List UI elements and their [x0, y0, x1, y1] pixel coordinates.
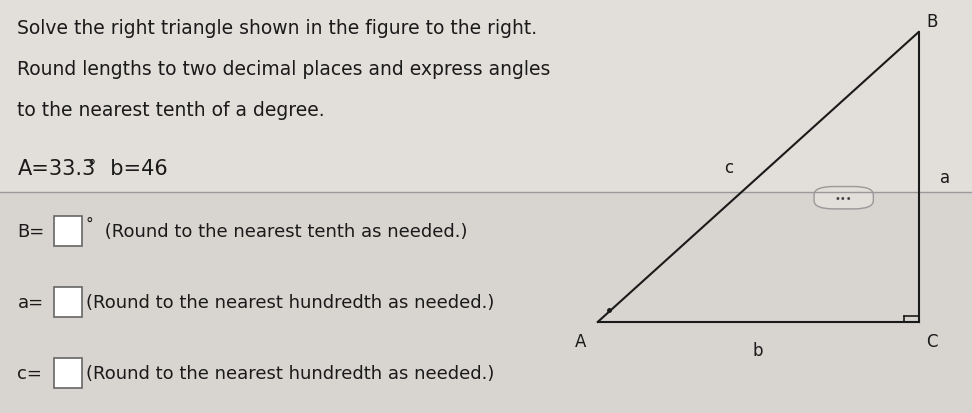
- Text: C: C: [926, 332, 938, 350]
- Text: c: c: [724, 158, 734, 176]
- Bar: [54, 287, 82, 317]
- Text: to the nearest tenth of a degree.: to the nearest tenth of a degree.: [17, 101, 325, 120]
- Text: a: a: [940, 169, 950, 187]
- Bar: [0, 192, 972, 413]
- Text: A=33.3: A=33.3: [17, 159, 96, 179]
- Text: Round lengths to two decimal places and express angles: Round lengths to two decimal places and …: [17, 60, 551, 79]
- Bar: [0, 0, 972, 192]
- Text: A: A: [574, 332, 586, 350]
- Text: (Round to the nearest hundredth as needed.): (Round to the nearest hundredth as neede…: [86, 364, 494, 382]
- Text: •••: •••: [835, 193, 852, 203]
- Bar: [54, 217, 82, 247]
- Bar: [54, 358, 82, 388]
- Text: Solve the right triangle shown in the figure to the right.: Solve the right triangle shown in the fi…: [17, 19, 538, 38]
- Text: b=46: b=46: [97, 159, 168, 179]
- Text: B: B: [926, 13, 938, 31]
- Text: B=: B=: [17, 223, 45, 241]
- Text: (Round to the nearest tenth as needed.): (Round to the nearest tenth as needed.): [99, 223, 468, 241]
- Text: a=: a=: [17, 294, 44, 311]
- Text: °: °: [87, 157, 96, 175]
- Text: (Round to the nearest hundredth as needed.): (Round to the nearest hundredth as neede…: [86, 294, 494, 311]
- Text: °: °: [86, 216, 93, 231]
- FancyBboxPatch shape: [814, 187, 874, 209]
- Text: b: b: [753, 341, 763, 358]
- Text: c=: c=: [17, 364, 43, 382]
